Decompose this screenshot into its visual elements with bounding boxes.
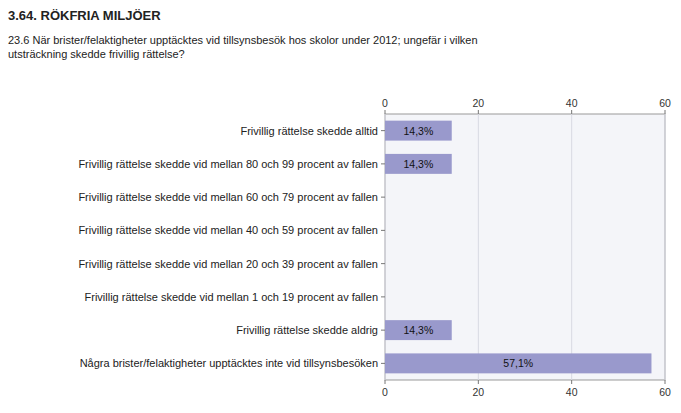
tick-mark: [385, 380, 386, 384]
category-tick: [381, 163, 385, 164]
grid-line: [571, 114, 572, 380]
tick-label: 20: [472, 386, 484, 398]
tick-mark: [665, 380, 666, 384]
title: 3.64. RÖKFRIA MILJÖER: [8, 8, 161, 23]
bar: [385, 320, 452, 340]
tick-label: 20: [472, 97, 484, 109]
bar: [385, 287, 386, 307]
bar: [385, 121, 452, 141]
plot-area: [385, 114, 665, 380]
category-tick: [381, 130, 385, 131]
tick-mark: [478, 110, 479, 114]
subtitle: 23.6 När brister/felaktigheter upptäckte…: [8, 34, 478, 60]
category-label: Frivillig rättelse skedde aldrig: [236, 324, 378, 336]
category-tick: [381, 296, 385, 297]
tick-mark: [385, 110, 386, 114]
category-label: Frivillig rättelse skedde vid mellan 20 …: [78, 258, 378, 270]
data-label: 14,3%: [403, 158, 433, 170]
tick-mark: [571, 380, 572, 384]
tick-mark: [665, 110, 666, 114]
category-label: Frivillig rättelse skedde vid mellan 80 …: [78, 158, 378, 170]
tick-label: 40: [566, 386, 578, 398]
subtitle-line: utsträckning skedde frivillig rättelse?: [8, 48, 185, 60]
tick-mark: [478, 380, 479, 384]
category-tick: [381, 197, 385, 198]
tick-label: 0: [382, 386, 388, 398]
grid-line: [478, 114, 479, 380]
data-label: 14,3%: [403, 125, 433, 137]
category-label: Några brister/felaktigheter upptäcktes i…: [80, 357, 378, 369]
category-label: Frivillig rättelse skedde alltid: [240, 125, 378, 137]
subtitle-line: 23.6 När brister/felaktigheter upptäckte…: [8, 34, 478, 46]
data-label: 57,1%: [503, 357, 533, 369]
category-tick: [381, 263, 385, 264]
tick-label: 60: [659, 386, 671, 398]
bar: [385, 220, 386, 240]
data-label: 14,3%: [403, 324, 433, 336]
tick-label: 40: [566, 97, 578, 109]
bar: [385, 254, 386, 274]
grid-line: [665, 114, 666, 380]
bars: [385, 121, 651, 374]
category-tick: [381, 330, 385, 331]
category-tick: [381, 363, 385, 364]
bar: [385, 187, 386, 207]
bar: [385, 154, 452, 174]
category-label: Frivillig rättelse skedde vid mellan 60 …: [78, 191, 378, 203]
category-label: Frivillig rättelse skedde vid mellan 40 …: [78, 224, 378, 236]
bar: [385, 353, 651, 373]
category-label: Frivillig rättelse skedde vid mellan 1 o…: [85, 291, 378, 303]
category-tick: [381, 230, 385, 231]
tick-mark: [571, 110, 572, 114]
tick-label: 0: [382, 97, 388, 109]
tick-label: 60: [659, 97, 671, 109]
chart: 3.64. RÖKFRIA MILJÖER 23.6 När brister/fe…: [0, 0, 681, 413]
